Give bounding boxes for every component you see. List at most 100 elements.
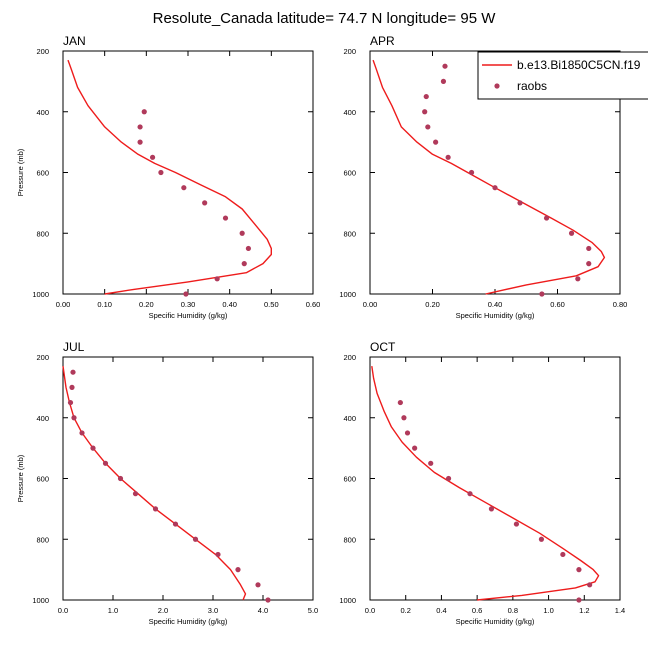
- x-tick-label: 1.2: [579, 606, 589, 615]
- obs-point: [423, 93, 429, 100]
- obs-point: [467, 491, 473, 497]
- obs-point: [241, 261, 247, 267]
- y-tick-label: 400: [343, 108, 356, 117]
- obs-point: [214, 276, 220, 282]
- y-tick-label: 400: [343, 414, 356, 423]
- y-tick-label: 200: [36, 47, 49, 56]
- x-tick-label: 3.0: [208, 606, 218, 615]
- obs-point: [70, 369, 76, 375]
- obs-point: [488, 506, 495, 512]
- x-axis-label: Specific Humidity (g/kg): [149, 617, 228, 626]
- obs-point: [152, 506, 159, 512]
- panel-label: OCT: [370, 340, 396, 354]
- y-tick-label: 400: [36, 108, 49, 117]
- obs-point: [71, 415, 77, 421]
- obs-point: [492, 185, 498, 191]
- y-tick-label: 800: [36, 229, 49, 238]
- y-tick-label: 600: [36, 475, 49, 484]
- plot-frame: [369, 356, 621, 601]
- obs-point: [158, 169, 164, 176]
- x-axis-label: Specific Humidity (g/kg): [456, 311, 535, 320]
- x-tick-label: 0.30: [181, 300, 196, 309]
- obs-point: [117, 475, 124, 482]
- obs-point: [517, 200, 523, 206]
- x-tick-label: 0.0: [58, 606, 68, 615]
- panels: JAN 0.00 0.10 0.20 0.30 0.40 0.50 0.60 200 400 600…: [16, 34, 648, 626]
- obs-point: [404, 430, 411, 436]
- x-axis-label: Specific Humidity (g/kg): [149, 311, 228, 320]
- obs-point: [137, 124, 143, 130]
- obs-point: [575, 276, 581, 282]
- panel-label: JUL: [63, 340, 85, 354]
- obs-point: [543, 215, 550, 221]
- plot-frame: [62, 50, 314, 295]
- obs-point: [539, 291, 545, 297]
- obs-point: [440, 78, 447, 84]
- y-axis-label: Pressure (mb): [16, 148, 25, 196]
- obs-point: [102, 460, 109, 466]
- model-line: [371, 365, 600, 601]
- y-tick-label: 1000: [339, 290, 356, 299]
- y-tick-label: 1000: [32, 290, 49, 299]
- obs-point: [586, 245, 592, 252]
- x-tick-label: 0.2: [400, 606, 410, 615]
- x-tick-label: 1.4: [615, 606, 625, 615]
- y-tick-label: 600: [343, 475, 356, 484]
- x-tick-label: 0.10: [97, 300, 112, 309]
- obs-point: [445, 475, 452, 482]
- y-tick-label: 800: [343, 229, 356, 238]
- obs-point: [538, 536, 545, 542]
- panel-oct: OCT 0.0 0.2 0.4 0.6 0.8 1.0 1.2 1.4 200 400 600 800 1…: [339, 340, 625, 626]
- legend-box: [477, 51, 648, 100]
- obs-point: [576, 567, 582, 573]
- obs-point: [397, 399, 403, 406]
- obs-point: [245, 245, 252, 252]
- y-tick-label: 800: [343, 535, 356, 544]
- obs-point: [235, 567, 241, 573]
- obs-point: [79, 430, 85, 436]
- obs-point: [412, 445, 418, 451]
- obs-point: [69, 384, 75, 390]
- legend: b.e13.Bi1850C5CN.f19 raobs: [477, 51, 648, 100]
- x-tick-label: 2.0: [158, 606, 168, 615]
- obs-point: [215, 551, 221, 558]
- x-tick-label: 0.40: [488, 300, 503, 309]
- obs-point: [222, 215, 229, 221]
- x-tick-label: 5.0: [308, 606, 318, 615]
- x-tick-label: 0.40: [222, 300, 237, 309]
- x-tick-label: 0.8: [508, 606, 518, 615]
- obs-point: [425, 124, 431, 130]
- x-tick-label: 0.50: [264, 300, 279, 309]
- obs-point: [141, 109, 147, 115]
- x-tick-label: 0.20: [139, 300, 154, 309]
- y-tick-label: 600: [36, 169, 49, 178]
- y-axis-label: Pressure (mb): [16, 454, 25, 502]
- y-tick-label: 200: [36, 353, 49, 362]
- obs-point: [90, 445, 96, 451]
- y-tick-label: 800: [36, 535, 49, 544]
- obs-point: [586, 261, 592, 267]
- obs-point: [587, 582, 593, 588]
- model-line: [67, 59, 272, 295]
- obs-point: [183, 291, 189, 297]
- x-tick-label: 0.60: [550, 300, 565, 309]
- x-tick-label: 4.0: [258, 606, 268, 615]
- panel-apr: APR 0.00 0.20 0.40 0.60 0.80 200 400 600 800 1000 S…: [339, 34, 627, 320]
- x-tick-label: 0.60: [306, 300, 321, 309]
- y-tick-label: 1000: [32, 596, 49, 605]
- obs-point: [192, 536, 199, 542]
- legend-model-label: b.e13.Bi1850C5CN.f19: [517, 58, 641, 72]
- obs-point: [513, 521, 520, 527]
- panel-jan: JAN 0.00 0.10 0.20 0.30 0.40 0.50 0.60 200 400 600…: [16, 34, 320, 320]
- obs-point: [132, 491, 139, 497]
- obs-point: [255, 582, 261, 588]
- x-tick-label: 0.80: [613, 300, 628, 309]
- panel-label: APR: [370, 34, 395, 48]
- x-tick-label: 0.4: [436, 606, 446, 615]
- obs-point: [560, 551, 566, 558]
- y-tick-label: 1000: [339, 596, 356, 605]
- x-tick-label: 0.6: [472, 606, 482, 615]
- obs-point: [428, 460, 434, 466]
- obs-point: [172, 521, 179, 527]
- model-line: [372, 59, 606, 295]
